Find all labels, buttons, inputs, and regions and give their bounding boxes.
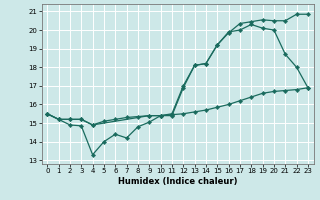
X-axis label: Humidex (Indice chaleur): Humidex (Indice chaleur) <box>118 177 237 186</box>
